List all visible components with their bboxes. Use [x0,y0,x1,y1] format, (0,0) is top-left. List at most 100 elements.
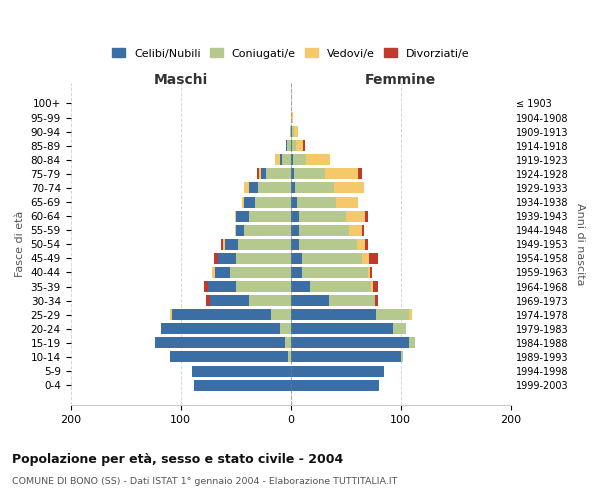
Bar [214,253,218,264]
Bar [302,253,362,264]
Bar [290,154,293,166]
Bar [293,154,306,166]
Bar [336,196,358,207]
Bar [172,309,271,320]
Bar [286,140,287,151]
Bar [290,267,302,278]
Bar [266,168,290,179]
Bar [290,380,379,390]
Bar [249,182,257,194]
Bar [236,210,249,222]
Bar [210,295,249,306]
Bar [257,182,290,194]
Bar [290,352,401,362]
Bar [290,224,299,235]
Bar [297,196,336,207]
Bar [259,168,261,179]
Bar [409,309,412,320]
Bar [242,196,244,207]
Bar [356,239,365,250]
Bar [257,168,259,179]
Bar [290,168,294,179]
Bar [203,281,208,292]
Bar [256,196,290,207]
Bar [290,210,299,222]
Bar [191,366,290,376]
Bar [287,140,290,151]
Bar [290,112,293,123]
Y-axis label: Fasce di età: Fasce di età [15,211,25,278]
Bar [376,295,377,306]
Bar [290,338,409,348]
Bar [290,281,310,292]
Bar [306,154,330,166]
Bar [290,239,299,250]
Bar [365,239,368,250]
Bar [290,253,302,264]
Bar [194,380,290,390]
Bar [303,140,305,151]
Bar [295,182,334,194]
Bar [294,126,298,137]
Bar [358,168,362,179]
Bar [346,210,365,222]
Bar [244,196,256,207]
Bar [235,210,236,222]
Bar [289,352,290,362]
Y-axis label: Anni di nascita: Anni di nascita [575,203,585,285]
Bar [170,352,289,362]
Text: Femmine: Femmine [365,72,436,86]
Bar [280,154,282,166]
Bar [362,253,369,264]
Bar [244,224,290,235]
Bar [334,182,364,194]
Bar [290,324,393,334]
Bar [285,338,290,348]
Bar [290,140,292,151]
Bar [224,239,238,250]
Bar [290,182,295,194]
Bar [296,140,303,151]
Bar [292,140,296,151]
Bar [238,239,290,250]
Bar [230,267,290,278]
Text: COMUNE DI BONO (SS) - Dati ISTAT 1° gennaio 2004 - Elaborazione TUTTITALIA.IT: COMUNE DI BONO (SS) - Dati ISTAT 1° genn… [12,478,397,486]
Bar [282,154,290,166]
Bar [236,224,244,235]
Bar [292,126,294,137]
Bar [401,352,403,362]
Bar [290,196,297,207]
Bar [290,295,329,306]
Bar [325,168,358,179]
Bar [218,253,236,264]
Bar [235,224,236,235]
Bar [409,338,415,348]
Bar [249,295,290,306]
Bar [170,309,172,320]
Bar [371,281,373,292]
Bar [373,281,377,292]
Bar [249,210,290,222]
Bar [215,267,230,278]
Bar [206,295,210,306]
Bar [369,253,377,264]
Bar [299,210,346,222]
Bar [302,267,368,278]
Bar [299,224,349,235]
Bar [155,338,285,348]
Bar [349,224,362,235]
Bar [212,267,215,278]
Bar [370,267,372,278]
Bar [294,168,325,179]
Bar [208,281,236,292]
Bar [161,324,280,334]
Bar [261,168,266,179]
Bar [236,253,290,264]
Bar [290,126,292,137]
Bar [223,239,224,250]
Bar [368,267,370,278]
Bar [329,295,376,306]
Bar [290,309,376,320]
Text: Popolazione per età, sesso e stato civile - 2004: Popolazione per età, sesso e stato civil… [12,452,343,466]
Bar [310,281,371,292]
